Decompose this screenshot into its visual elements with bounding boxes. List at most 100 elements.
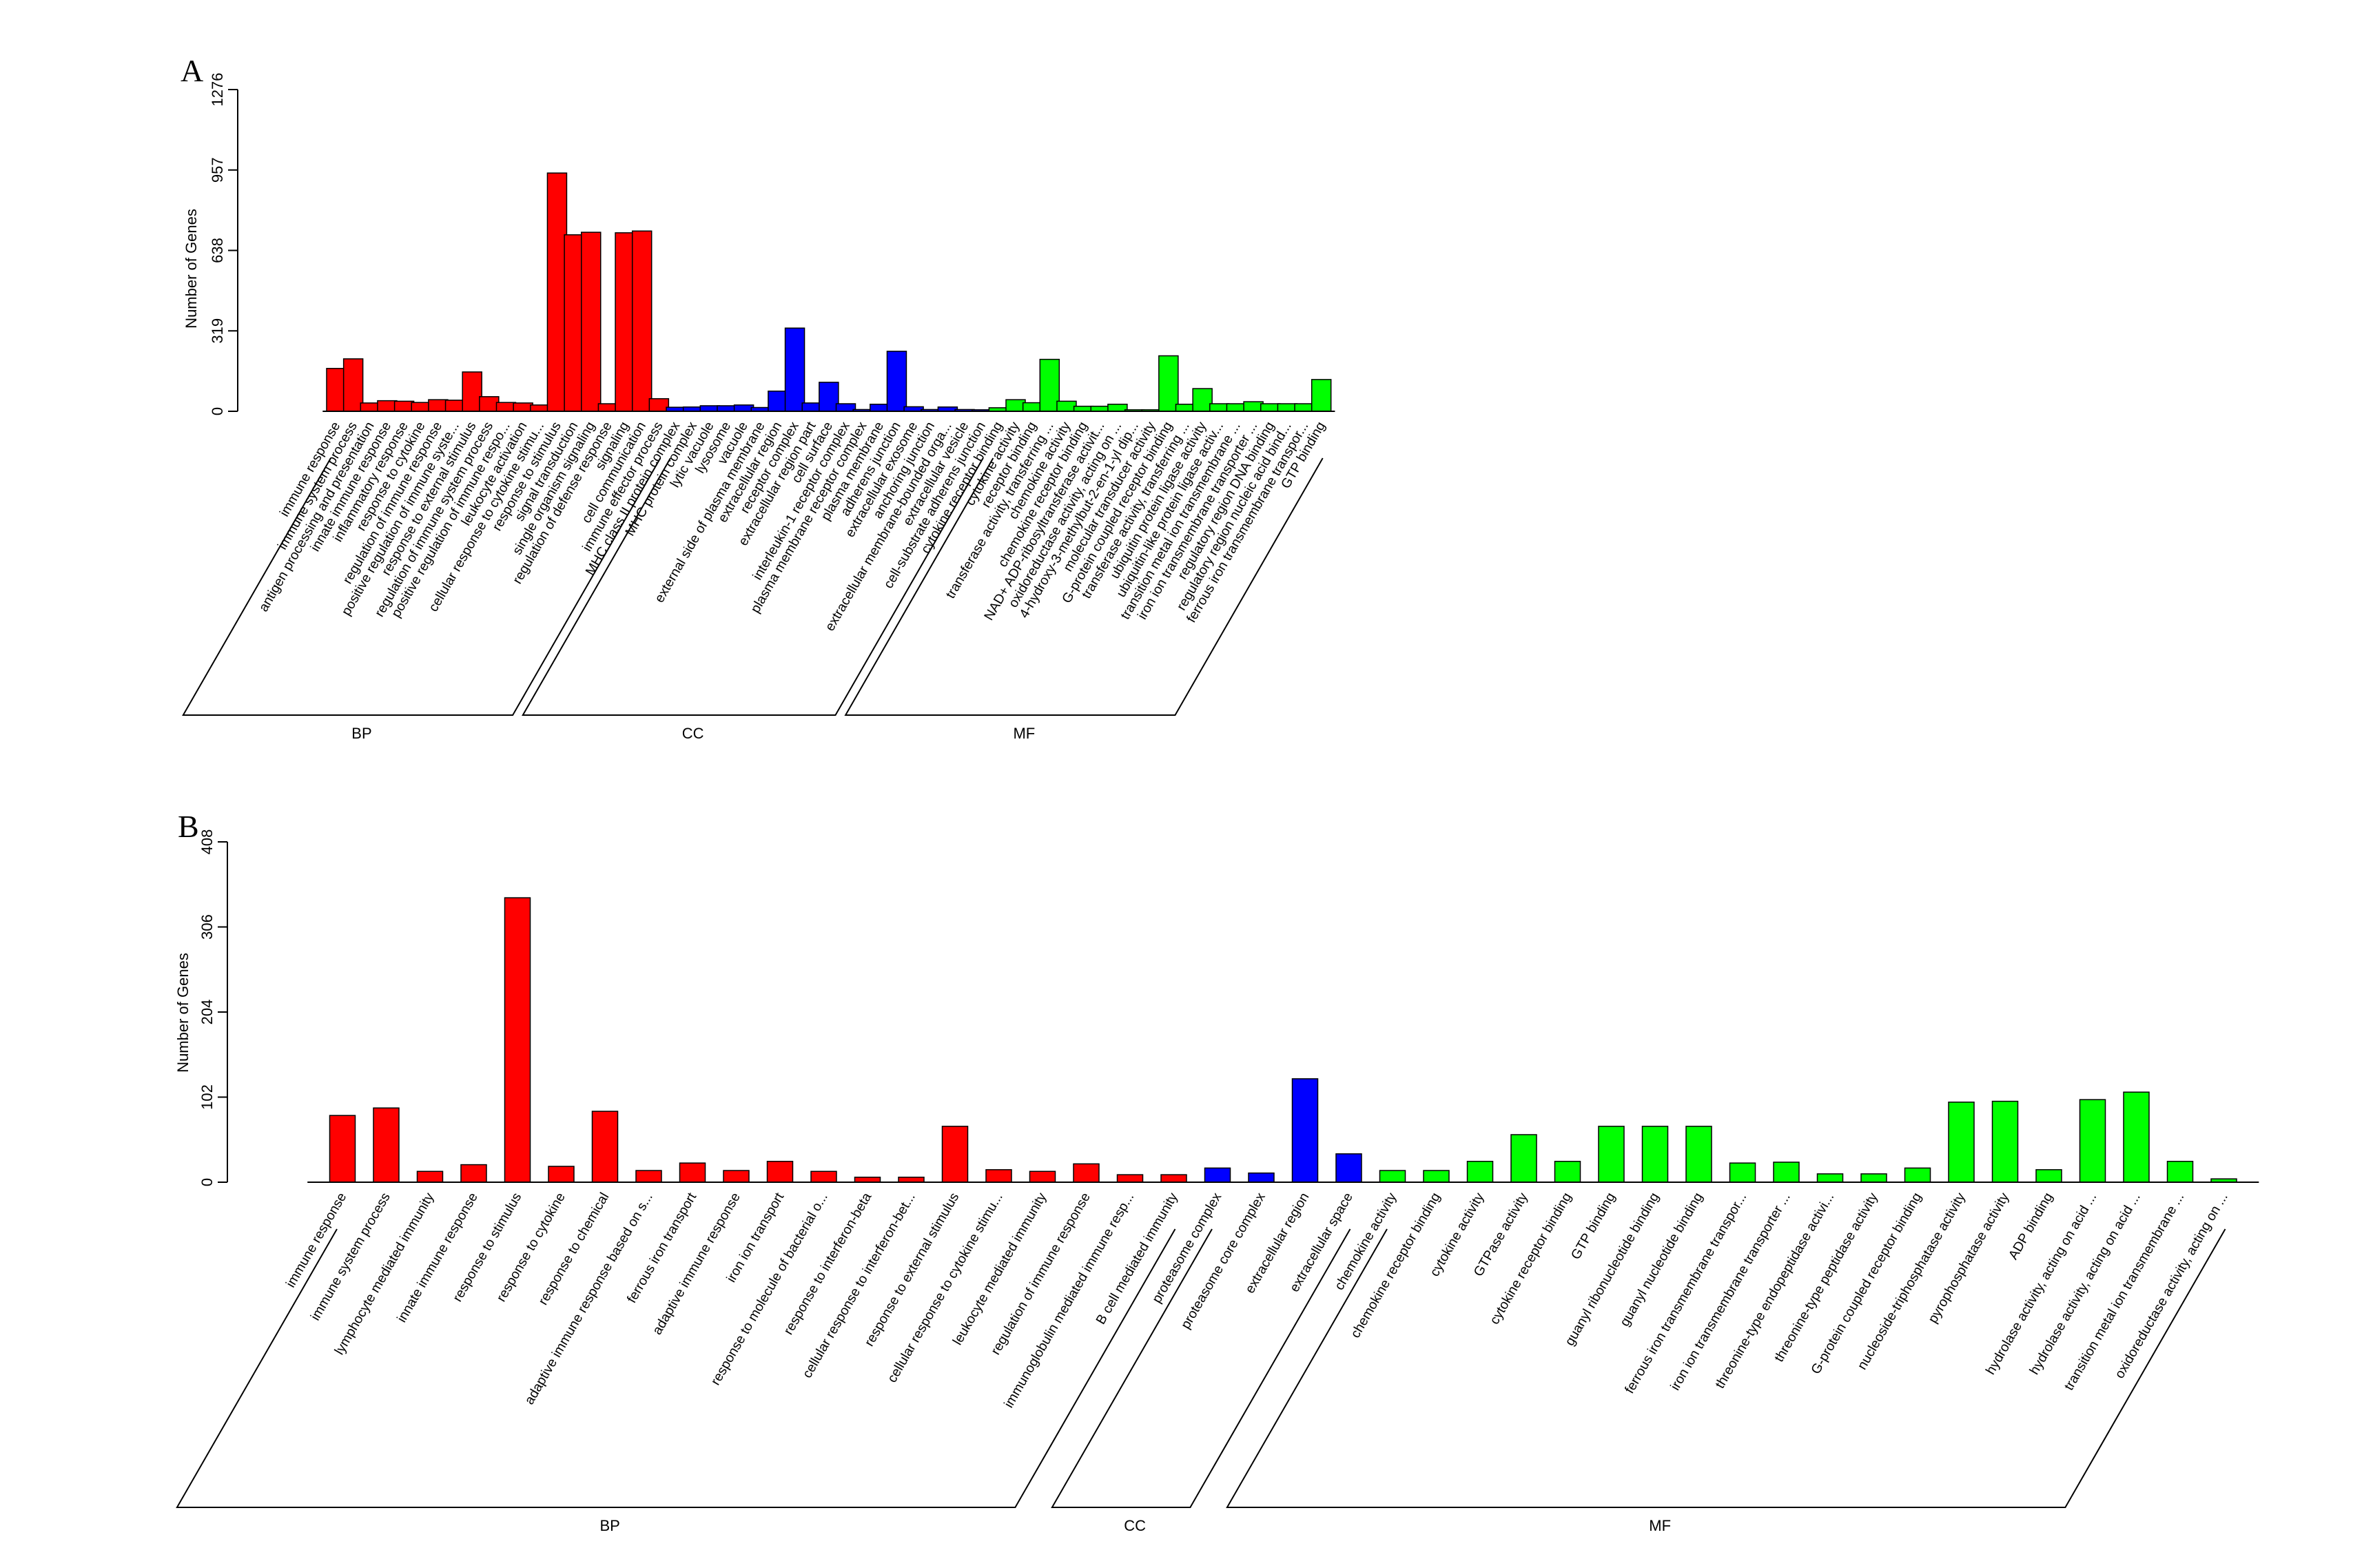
panel-b-bar-mf-3 [1510,1134,1537,1183]
panel-a-bar-bp-1 [342,358,364,412]
panel-a-bar-mf-6 [1090,405,1111,412]
panel-a-group-label-cc: CC [682,725,704,742]
panel-b-bar-mf-17 [2123,1091,2150,1183]
panel-a-bar-mf-11 [1175,404,1196,412]
panel-b-bar-bp-14 [941,1126,969,1183]
panel-b-bar-mf-12 [1904,1167,1931,1183]
panel-b-bar-bp-7 [635,1170,662,1183]
panel-b-bar-bp-0 [329,1115,356,1183]
panel-a-bar-bp-17 [615,232,635,412]
panel-a-letter: A [181,53,203,88]
panel-b-bar-mf-11 [1860,1173,1887,1183]
panel-b-category-label: GTP binding [1568,1190,1619,1263]
panel-b-bar-cc-0 [1204,1167,1231,1183]
panel-a-bar-cc-13 [886,351,907,412]
panel-a-bar-cc-8 [801,402,822,412]
panel-a-bar-bp-14 [564,234,584,412]
panel-a-bar-cc-3 [717,405,737,412]
panel-a-bar-bp-7 [444,400,466,412]
panel-a-bar-cc-4 [733,404,754,412]
panel-a-bar-bp-0 [326,368,347,412]
panel-b-category-label: response to interferon-beta [781,1190,874,1337]
panel-a-bar-bp-19 [648,398,670,412]
panel-b-bar-bp-1 [373,1107,400,1183]
panel-a-bar-bp-3 [377,400,398,412]
panel-b-bar-bp-16 [1029,1170,1056,1183]
panel-a-group-label-bp: BP [351,725,371,742]
panel-a-bar-mf-19 [1311,379,1332,412]
panel-a-bar-cc-6 [768,390,788,412]
panel-a-y-tick-label: 638 [209,238,226,263]
panel-a-group-label-mf: MF [1013,725,1035,742]
panel-a-bar-bp-16 [597,403,619,412]
panel-a-bar-mf-12 [1192,388,1213,412]
panel-a-bar-mf-5 [1073,405,1094,412]
panel-a-bar-bp-2 [360,402,381,412]
panel-b-y-tick-label: 306 [198,914,216,940]
panel-b-category-label: proteasome core complex [1178,1190,1269,1332]
panel-b-bar-bp-5 [548,1166,575,1183]
panel-a-bar-mf-4 [1056,400,1077,412]
panel-a-group-bracket-bp [182,457,661,716]
panel-a-bar-bp-18 [631,230,653,412]
panel-b-category-label: adaptive immune response [650,1190,743,1338]
panel-b-bar-bp-12 [854,1176,881,1183]
panel-b-bar-mf-10 [1816,1173,1844,1183]
panel-b-bar-bp-19 [1160,1174,1187,1183]
panel-b-group-label-mf: MF [1649,1517,1671,1534]
panel-a-y-axis-label: Number of Genes [183,209,200,329]
panel-a-bar-bp-9 [479,396,500,412]
panel-a-bar-bp-5 [411,402,431,412]
panel-a-y-tick-label: 1276 [209,73,226,107]
panel-a-group-bracket-cc [522,457,984,716]
panel-a-y-tick-label: 0 [209,407,226,415]
panel-b-y-tick-label: 408 [198,829,216,855]
panel-a-bar-mf-15 [1243,401,1264,412]
panel-b-bar-mf-5 [1598,1126,1625,1183]
panel-a-bar-mf-2 [1022,402,1043,412]
panel-a-bar-cc-2 [699,405,721,412]
panel-b-bar-bp-8 [679,1162,706,1183]
panel-b-bar-bp-4 [504,897,531,1183]
panel-a-bar-bp-11 [513,402,533,412]
panel-b-bar-mf-16 [2079,1099,2106,1183]
panel-b-bar-mf-7 [1685,1126,1712,1183]
panel-b-bar-cc-1 [1248,1172,1275,1183]
panel-b-bar-bp-6 [591,1111,619,1183]
panel-b-bar-mf-4 [1554,1160,1581,1183]
panel-a-bar-mf-10 [1158,355,1179,412]
panel-b-group-label-cc: CC [1124,1517,1146,1534]
panel-b-bar-mf-18 [2166,1160,2194,1183]
panel-a-bar-mf-18 [1294,403,1315,412]
panel-b-y-tick-label: 0 [198,1178,216,1186]
panel-b-category-label: innate immune response [394,1190,481,1325]
panel-b-bar-mf-15 [2035,1169,2062,1183]
panel-a-bar-bp-6 [428,399,449,412]
panel-b-category-label: chemokine receptor binding [1348,1190,1444,1341]
panel-b-bar-cc-3 [1335,1153,1362,1183]
panel-a-bar-mf-7 [1107,404,1128,412]
panel-b-category-label: cytokine receptor binding [1487,1190,1574,1328]
panel-b-bar-mf-8 [1729,1162,1756,1183]
panel-a-bar-mf-3 [1039,358,1060,412]
panel-a-bar-cc-12 [870,404,890,412]
panel-a-y-tick-label: 319 [209,318,226,344]
panel-a-bar-bp-12 [530,404,551,412]
panel-a-bar-mf-16 [1260,403,1281,412]
panel-b-bar-mf-14 [1991,1100,2019,1183]
panel-b-bar-cc-2 [1291,1078,1319,1183]
panel-b-bar-bp-13 [898,1176,925,1183]
panel-b-bar-bp-15 [985,1169,1012,1183]
panel-b-y-axis-label: Number of Genes [174,953,192,1073]
panel-b-group-bracket-mf [1226,1228,2226,1508]
panel-b-y-tick-label: 204 [198,1000,216,1025]
panel-b-group-bracket-cc [1051,1228,1351,1508]
panel-a-bar-bp-13 [546,172,568,412]
panel-b-bar-bp-17 [1073,1163,1100,1183]
panel-a-bar-cc-9 [819,382,839,412]
panel-a-bar-bp-10 [495,402,517,412]
panel-b-category-label: pyrophosphatase activity [1925,1190,2012,1325]
